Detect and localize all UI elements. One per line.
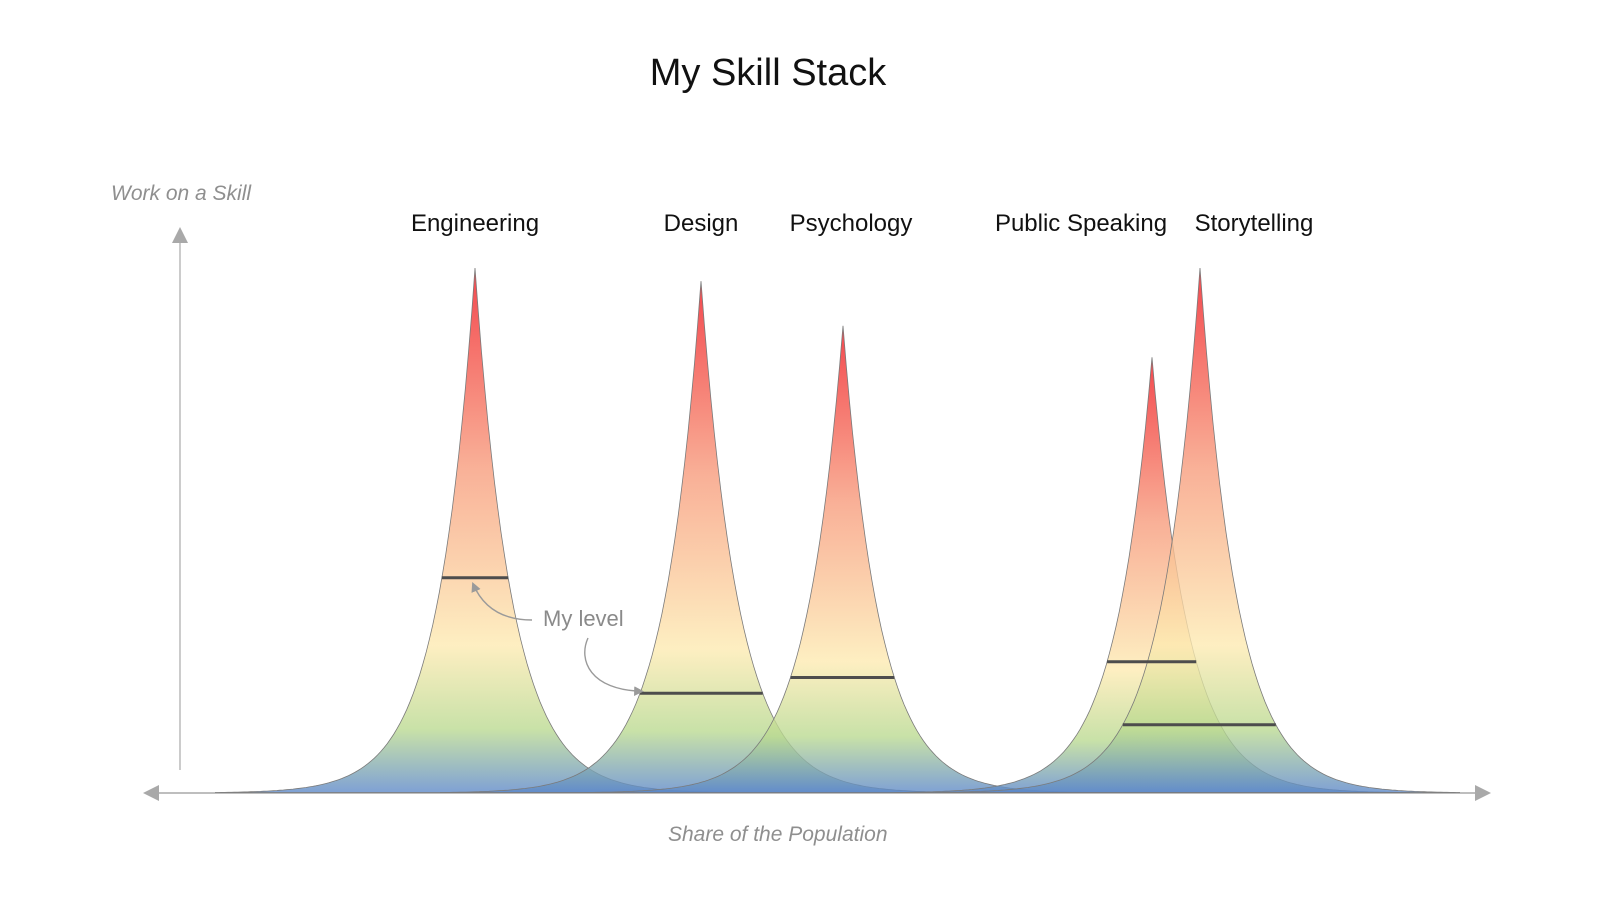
skill-label-storytelling: Storytelling (1194, 210, 1314, 237)
y-axis-arrow-icon (172, 227, 188, 243)
skill-curve-storytelling (935, 267, 1460, 793)
skill-label-public-speaking: Public Speaking (994, 210, 1168, 237)
x-axis-label: Share of the Population (668, 823, 888, 846)
x-axis-right-arrow-icon (1475, 785, 1491, 801)
annotation-arrow-design (584, 637, 644, 696)
skill-label-psychology: Psychology (789, 210, 913, 237)
y-axis-label: Work on a Skill (111, 182, 252, 205)
diagram-title: My Skill Stack (649, 52, 887, 94)
x-axis-left-arrow-icon (143, 785, 159, 801)
annotation-arrow-engineering (471, 581, 533, 621)
skill-label-design: Design (663, 210, 739, 237)
skill-label-engineering: Engineering (410, 210, 540, 237)
my-level-annotation: My level (543, 606, 624, 631)
